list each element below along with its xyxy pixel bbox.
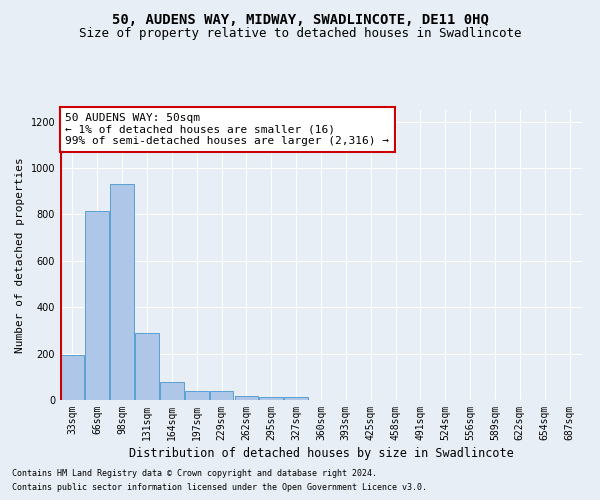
Bar (85, 211, 109, 400)
Bar (185, 392, 209, 400)
Text: Size of property relative to detached houses in Swadlincote: Size of property relative to detached ho… (79, 28, 521, 40)
Bar (110, 184, 134, 400)
X-axis label: Distribution of detached houses by size in Swadlincote: Distribution of detached houses by size … (128, 447, 514, 460)
Bar (284, 397, 308, 400)
Y-axis label: Number of detached properties: Number of detached properties (15, 157, 25, 353)
Text: 50 AUDENS WAY: 50sqm
← 1% of detached houses are smaller (16)
99% of semi-detach: 50 AUDENS WAY: 50sqm ← 1% of detached ho… (65, 113, 389, 146)
Text: 50, AUDENS WAY, MIDWAY, SWADLINCOTE, DE11 0HQ: 50, AUDENS WAY, MIDWAY, SWADLINCOTE, DE1… (112, 12, 488, 26)
Text: Contains HM Land Registry data © Crown copyright and database right 2024.: Contains HM Land Registry data © Crown c… (12, 468, 377, 477)
Bar (61, 356, 84, 400)
Text: Contains public sector information licensed under the Open Government Licence v3: Contains public sector information licen… (12, 484, 427, 492)
Bar (235, 396, 258, 400)
Bar (160, 382, 184, 400)
Bar (259, 397, 283, 400)
Bar (135, 332, 159, 400)
Bar (210, 392, 233, 400)
